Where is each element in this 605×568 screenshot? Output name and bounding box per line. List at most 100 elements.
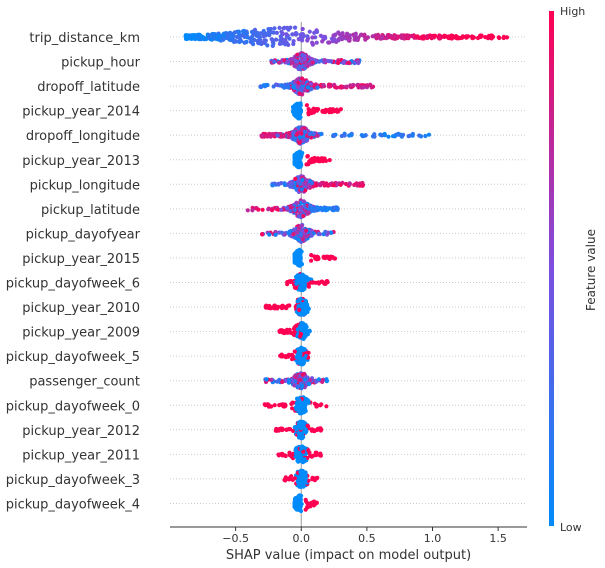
shap-point xyxy=(304,429,309,434)
shap-point xyxy=(305,154,310,159)
x-tick-label: 1.5 xyxy=(489,532,507,545)
shap-point xyxy=(298,352,303,357)
shap-point xyxy=(252,37,257,43)
shap-point xyxy=(321,82,326,88)
shap-point xyxy=(314,453,319,458)
shap-point xyxy=(328,59,334,64)
shap-point xyxy=(260,40,265,45)
shap-point xyxy=(272,403,277,408)
shap-point xyxy=(307,503,312,508)
colorbar-low-label: Low xyxy=(560,521,582,534)
shap-point xyxy=(262,32,267,37)
shap-point xyxy=(305,309,310,315)
shap-point xyxy=(270,183,275,188)
shap-point xyxy=(297,140,302,145)
x-axis-label: SHAP value (impact on model output) xyxy=(226,548,471,563)
shap-point xyxy=(292,252,297,257)
shap-point xyxy=(497,35,502,41)
shap-point xyxy=(310,40,315,45)
shap-point xyxy=(245,35,250,40)
shap-point xyxy=(267,305,272,311)
shap-point xyxy=(304,397,309,402)
shap-point xyxy=(270,132,275,137)
shap-point xyxy=(288,475,293,480)
shap-point xyxy=(297,495,302,500)
shap-point xyxy=(299,127,305,132)
shap-point xyxy=(361,85,366,90)
shap-point xyxy=(295,327,300,332)
shap-point xyxy=(306,381,312,387)
shap-point xyxy=(298,278,303,283)
shap-point xyxy=(301,199,306,204)
shap-point xyxy=(260,207,265,212)
shap-point xyxy=(263,303,269,308)
shap-point xyxy=(287,279,292,284)
shap-point xyxy=(296,347,301,352)
feature-labels: trip_distance_km pickup_hour dropoff_latit… xyxy=(6,31,141,512)
shap-point xyxy=(285,303,290,308)
shap-point xyxy=(339,133,344,139)
shap-point xyxy=(308,203,313,208)
shap-point xyxy=(305,277,310,282)
shap-point xyxy=(266,207,271,212)
shap-point xyxy=(292,227,297,232)
shap-point xyxy=(296,125,301,130)
shap-point xyxy=(228,31,233,36)
shap-point xyxy=(296,37,301,42)
shap-point xyxy=(304,162,309,167)
shap-point xyxy=(321,280,326,285)
shap-point xyxy=(305,34,310,39)
shap-point xyxy=(471,35,476,40)
shap-point xyxy=(314,402,319,408)
shap-point xyxy=(299,311,304,316)
shap-point xyxy=(299,275,305,280)
shap-point xyxy=(320,39,325,44)
shap-point xyxy=(299,131,304,136)
shap-point xyxy=(314,40,319,45)
shap-point xyxy=(301,347,307,352)
shap-point xyxy=(300,321,305,326)
shap-point xyxy=(386,134,391,139)
shap-point xyxy=(314,500,319,505)
shap-point xyxy=(279,207,284,212)
shap-point xyxy=(348,83,353,88)
x-tick-label: 1.0 xyxy=(424,532,442,545)
shap-point xyxy=(279,83,284,88)
shap-point xyxy=(299,419,304,424)
shap-point xyxy=(257,36,262,41)
shap-point xyxy=(271,30,276,35)
shap-point xyxy=(250,208,255,213)
shap-point xyxy=(501,35,506,41)
shap-point xyxy=(323,158,328,163)
shap-point xyxy=(319,156,324,161)
shap-point xyxy=(363,133,368,138)
shap-point xyxy=(299,86,305,91)
shap-point xyxy=(309,258,314,263)
shap-point xyxy=(260,232,265,237)
shap-point xyxy=(267,33,272,38)
shap-point xyxy=(318,181,323,186)
shap-point xyxy=(296,226,301,231)
shap-point xyxy=(282,25,287,30)
feature-label: passenger_count xyxy=(29,375,140,390)
shap-point xyxy=(349,133,354,138)
shap-point xyxy=(278,328,283,333)
shap-point xyxy=(272,305,277,310)
shap-point xyxy=(293,448,298,453)
shap-point xyxy=(294,160,299,165)
shap-point xyxy=(221,37,226,42)
shap-point xyxy=(287,131,292,136)
shap-point xyxy=(293,373,298,378)
shap-point xyxy=(312,208,317,213)
shap-point xyxy=(295,84,300,89)
shap-point xyxy=(356,83,361,88)
shap-point xyxy=(410,131,415,137)
shap-point xyxy=(298,108,304,113)
shap-point xyxy=(277,60,282,65)
shap-point xyxy=(282,232,287,237)
feature-label: pickup_latitude xyxy=(41,203,140,218)
shap-point xyxy=(297,398,302,403)
shap-point xyxy=(298,426,303,431)
shap-point xyxy=(293,25,298,30)
